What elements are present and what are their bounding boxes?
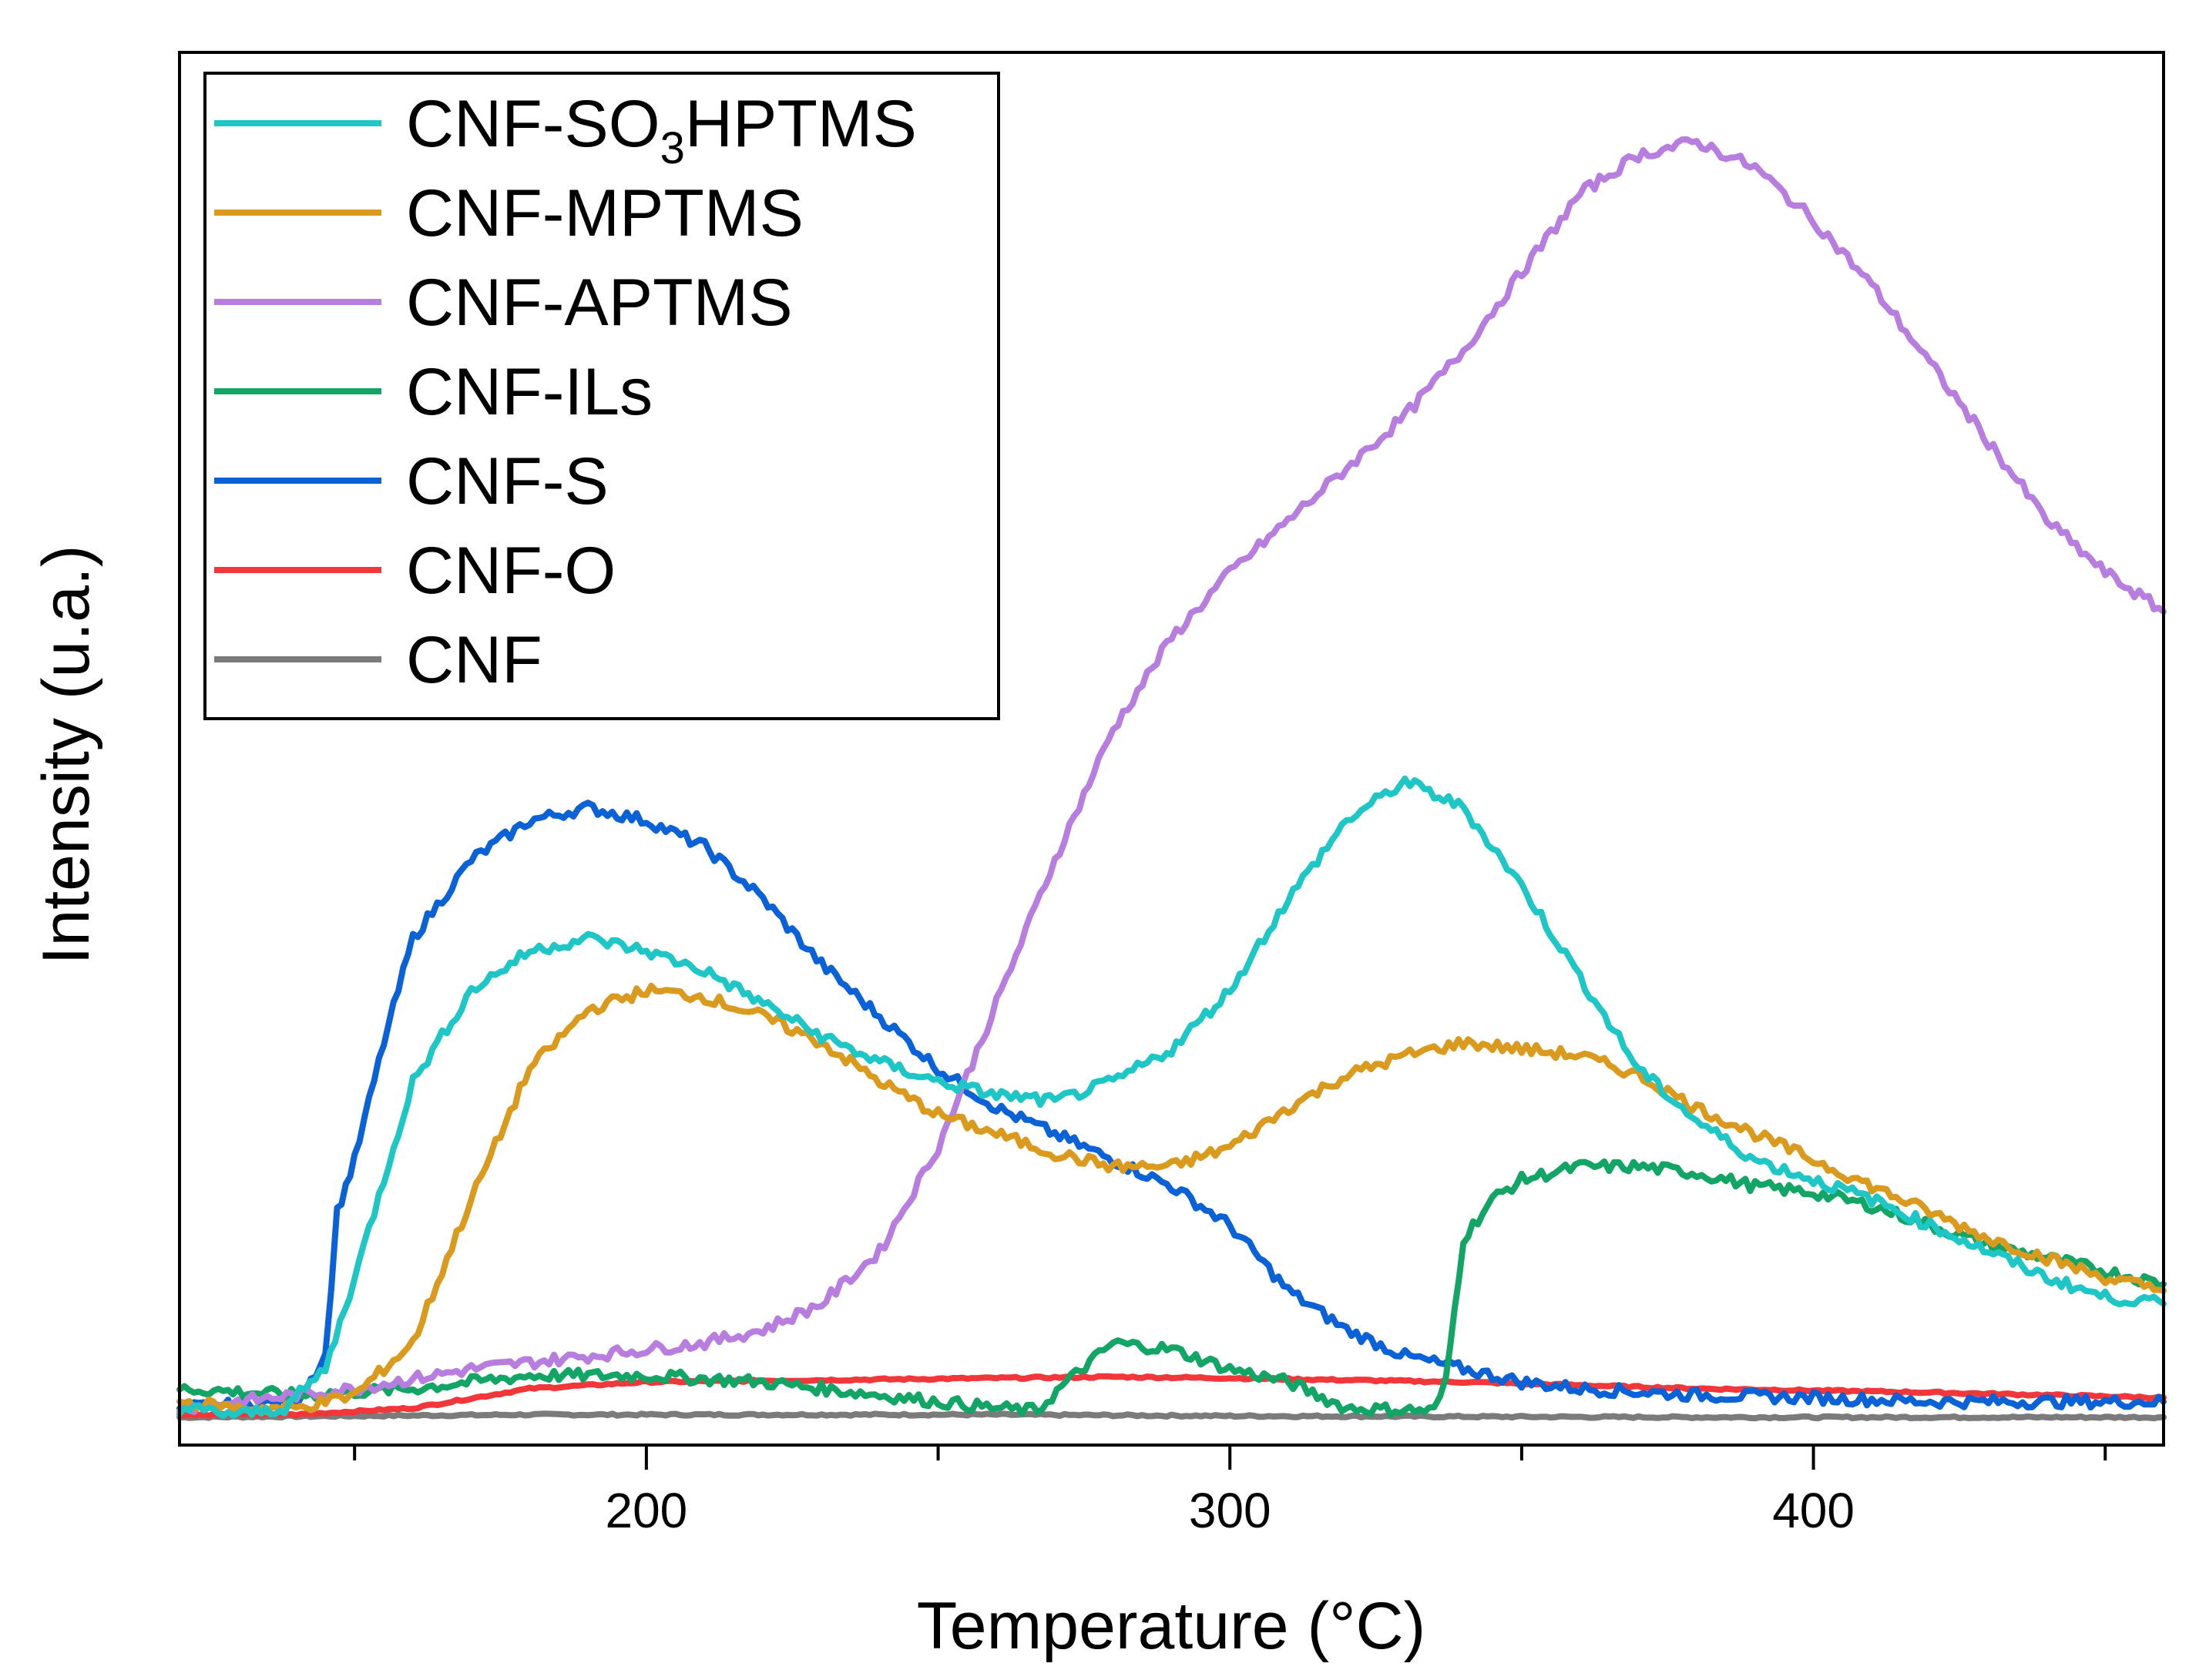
legend-label-cnf-ils: CNF-ILs xyxy=(406,355,653,429)
series-line-cnf-ils xyxy=(176,1158,2167,1418)
legend-box xyxy=(203,72,1000,720)
legend-label-cnf-s: CNF-S xyxy=(406,444,609,518)
legend-label-cnf-aptms: CNF-APTMS xyxy=(406,266,793,340)
legend-label-cnf-so3hptms: CNF-SO3HPTMS xyxy=(406,87,917,173)
legend-label-cnf-o: CNF-O xyxy=(406,534,616,608)
x-axis-title: Temperature (°C) xyxy=(917,1589,1425,1663)
series-line-cnf-aptms xyxy=(176,136,2167,1415)
x-tick-label: 300 xyxy=(1189,1483,1271,1538)
series-line-cnf-mptms xyxy=(176,982,2167,1416)
series-layer xyxy=(176,136,2167,1422)
legend-label-cnf: CNF xyxy=(406,623,542,697)
x-tick-label: 400 xyxy=(1772,1483,1855,1538)
series-line-cnf-so3hptms xyxy=(176,775,2167,1419)
series-line-cnf xyxy=(176,1410,2167,1422)
x-tick-label: 200 xyxy=(605,1483,687,1538)
legend-label-cnf-mptms: CNF-MPTMS xyxy=(406,176,804,250)
y-axis-title: Intensity (u.a.) xyxy=(29,545,103,965)
series-line-cnf-s xyxy=(176,800,2167,1414)
x-axis-ticks: 200 300 400 xyxy=(353,1445,2107,1538)
series-line-cnf-o xyxy=(176,1373,2167,1419)
plot-frame xyxy=(178,51,2165,1447)
